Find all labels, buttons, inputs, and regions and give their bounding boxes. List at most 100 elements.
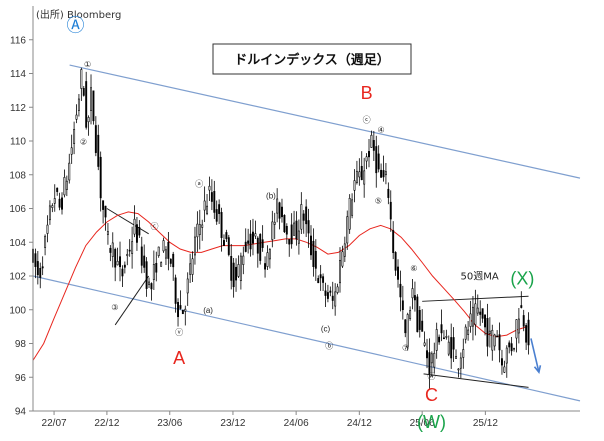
candle [300,192,303,235]
candle-body [276,198,279,214]
wave-label: ⓥ [175,328,183,337]
candlestick-series [32,67,530,389]
candle-body [484,314,486,328]
candle-body [239,255,242,282]
candle [377,145,380,173]
candle-body [140,246,143,266]
candle [208,176,211,201]
candle [503,360,506,374]
candle [114,247,117,282]
candle-body [404,319,407,334]
y-tick-label: 108 [9,170,26,181]
x-tick-label: 22/07 [42,418,67,429]
candle-body [406,314,409,348]
y-tick-label: 104 [9,238,26,249]
candle [317,275,320,284]
channel-lines [32,64,581,402]
candle-body [131,241,134,254]
candle [177,298,180,327]
candle [442,330,445,340]
candle [471,295,474,341]
candle [433,342,436,374]
candle [527,312,530,355]
candle-body [111,242,114,257]
candle-body [278,202,281,219]
candle [123,261,126,274]
candle-body [411,288,414,299]
candle-body [90,87,92,111]
candle [413,281,416,312]
wave-label: ④ [378,126,385,135]
candle-body [256,237,259,254]
candle [254,220,257,239]
wave-label-major: (W) [417,412,446,432]
y-tick-labels: 94 96 98 100 102 104 106 108 110 112 114 116 [9,35,33,418]
candle [242,246,245,275]
candle [261,225,264,252]
candle [329,286,332,297]
candle [498,322,501,363]
candle-body [215,209,218,222]
candle [457,368,460,378]
forecast-arrow [530,338,542,374]
candle [513,347,516,352]
candle-body [387,188,390,198]
candle-body [268,249,271,260]
candle-body [133,218,136,235]
candle [102,200,105,224]
candle-body [302,213,305,221]
candle-body [438,336,441,343]
candle [56,187,59,196]
candle [384,163,387,185]
candle-body [104,205,107,218]
candle-body [312,240,315,267]
candle-body [319,274,322,279]
candle [326,284,329,303]
candle-body [82,88,85,96]
candle [382,155,385,182]
y-tick-label: 94 [15,407,27,418]
candle [116,247,119,266]
candle-body [138,227,141,236]
candle [491,324,494,361]
candle [51,203,54,213]
candle [191,251,194,282]
wave-label: ⓑ [325,342,333,351]
candle-body [247,240,250,244]
candle [172,251,175,281]
candle-body [169,258,172,264]
wave-label: (a) [203,306,213,315]
candle-body [488,330,491,334]
candle [119,241,121,282]
y-tick-label: 106 [9,204,26,215]
candle-body [525,325,528,343]
candle [210,179,213,211]
candle-body [77,98,80,111]
candle [247,228,250,254]
candle [128,239,131,257]
candle-body [237,264,240,277]
candle-body [94,125,97,153]
candle [283,214,286,233]
candle-body [46,224,49,234]
candle-body [428,352,431,375]
y-tick-label: 100 [9,305,26,316]
candle [201,219,204,241]
candle [150,282,153,301]
candle-body [336,286,339,293]
candle [515,319,518,353]
candle-body [87,117,90,123]
candle [36,250,39,285]
candle-body [191,258,194,275]
candle [334,283,337,316]
candle [293,210,296,236]
candle [268,248,271,269]
candle-body [181,309,184,315]
candle [469,300,472,333]
candle [264,256,267,278]
candle-body [392,230,395,253]
candle-body [36,261,39,276]
candle-body [467,329,470,335]
candle [372,131,375,161]
candle [44,234,47,256]
